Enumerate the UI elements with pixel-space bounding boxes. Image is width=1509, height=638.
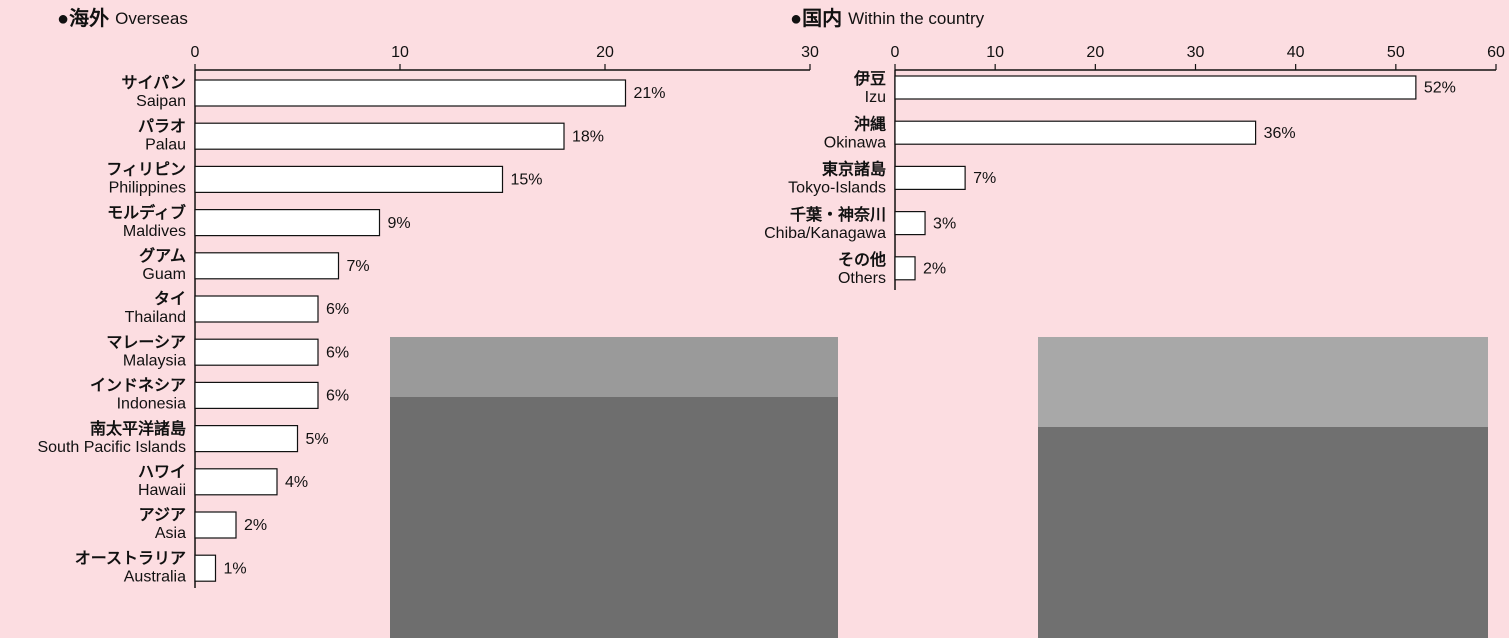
value-label: 1% bbox=[224, 560, 247, 577]
category-label: タイ bbox=[154, 290, 186, 308]
x-tick-label: 20 bbox=[596, 44, 614, 61]
bar bbox=[195, 166, 503, 192]
category-label: サイパン bbox=[122, 74, 186, 92]
bar bbox=[195, 80, 626, 106]
category-label: オーストラリア bbox=[75, 549, 186, 567]
title-jp: ●海外 bbox=[57, 6, 109, 30]
category-label: ハワイ bbox=[138, 464, 186, 481]
category-label: マレーシア bbox=[106, 334, 186, 351]
page: ●海外Overseas0102030サイパンSaipan21%パラオPalau1… bbox=[0, 0, 1509, 638]
category-label-en: Asia bbox=[155, 525, 186, 542]
value-label: 18% bbox=[572, 128, 604, 145]
value-label: 7% bbox=[347, 258, 370, 275]
value-label: 36% bbox=[1264, 125, 1296, 142]
bar bbox=[895, 166, 965, 189]
category-label: グアム bbox=[139, 246, 186, 265]
category-label: 沖縄 bbox=[854, 114, 886, 133]
photo-ceiling bbox=[390, 337, 838, 397]
category-label-en: Malaysia bbox=[123, 352, 186, 369]
category-label-en: Izu bbox=[865, 89, 886, 106]
value-label: 15% bbox=[511, 172, 543, 189]
category-label: 伊豆 bbox=[853, 69, 886, 88]
x-tick-label: 60 bbox=[1487, 44, 1505, 61]
value-label: 6% bbox=[326, 301, 349, 318]
bar bbox=[895, 121, 1256, 144]
category-label: 東京諸島 bbox=[822, 160, 886, 179]
value-label: 2% bbox=[923, 261, 946, 278]
bar bbox=[195, 555, 216, 581]
bar bbox=[895, 76, 1416, 99]
x-tick-label: 20 bbox=[1086, 44, 1104, 61]
value-label: 6% bbox=[326, 344, 349, 361]
x-tick-label: 10 bbox=[986, 44, 1004, 61]
x-tick-label: 40 bbox=[1287, 44, 1305, 61]
value-label: 5% bbox=[306, 431, 329, 448]
value-label: 2% bbox=[244, 517, 267, 534]
category-label-en: Philippines bbox=[109, 180, 186, 197]
bar bbox=[195, 512, 236, 538]
bar bbox=[195, 123, 564, 149]
chart-title: ●国内 Within the country bbox=[790, 6, 985, 30]
bar bbox=[195, 210, 380, 236]
value-label: 52% bbox=[1424, 80, 1456, 97]
category-label-en: Maldives bbox=[123, 223, 186, 240]
bar bbox=[895, 257, 915, 280]
x-tick-label: 0 bbox=[891, 44, 900, 61]
category-label-en: Guam bbox=[142, 266, 186, 283]
category-label-en: Palau bbox=[145, 136, 186, 153]
category-label: インドネシア bbox=[90, 377, 186, 395]
category-label: フィリピン bbox=[106, 161, 186, 179]
value-label: 4% bbox=[285, 474, 308, 491]
chart-title: ●海外 Overseas bbox=[57, 6, 188, 30]
value-label: 9% bbox=[388, 215, 411, 232]
category-label-en: Saipan bbox=[136, 93, 186, 110]
bar bbox=[195, 426, 298, 452]
category-label: モルディブ bbox=[107, 203, 186, 222]
category-label: アジア bbox=[139, 507, 186, 524]
bar bbox=[195, 253, 339, 279]
category-label-en: South Pacific Islands bbox=[37, 439, 186, 456]
x-tick-label: 30 bbox=[1187, 44, 1205, 61]
title-en: Overseas bbox=[115, 9, 188, 28]
category-label-en: Indonesia bbox=[117, 396, 186, 413]
category-label-en: Thailand bbox=[125, 309, 186, 326]
category-label: 千葉・神奈川 bbox=[790, 205, 886, 224]
value-label: 3% bbox=[933, 215, 956, 232]
value-label: 6% bbox=[326, 388, 349, 405]
photo-hall bbox=[1038, 337, 1488, 427]
x-tick-label: 30 bbox=[801, 44, 819, 61]
bar bbox=[895, 212, 925, 235]
bar bbox=[195, 382, 318, 408]
title-en: Within the country bbox=[848, 9, 985, 28]
value-label: 21% bbox=[634, 85, 666, 102]
bar bbox=[195, 339, 318, 365]
bar bbox=[195, 296, 318, 322]
category-label-en: Tokyo-Islands bbox=[788, 180, 886, 197]
x-tick-label: 50 bbox=[1387, 44, 1405, 61]
category-label-en: Chiba/Kanagawa bbox=[764, 225, 886, 242]
bar bbox=[195, 469, 277, 495]
category-label-en: Australia bbox=[124, 568, 186, 585]
title-jp: ●国内 bbox=[790, 6, 842, 30]
category-label: パラオ bbox=[138, 117, 186, 135]
category-label: その他 bbox=[838, 250, 886, 269]
category-label-en: Hawaii bbox=[138, 482, 186, 499]
x-tick-label: 10 bbox=[391, 44, 409, 61]
x-tick-label: 0 bbox=[191, 44, 200, 61]
category-label-en: Others bbox=[838, 270, 886, 287]
value-label: 7% bbox=[973, 170, 996, 187]
category-label-en: Okinawa bbox=[824, 134, 886, 151]
category-label: 南太平洋諸島 bbox=[90, 419, 186, 438]
